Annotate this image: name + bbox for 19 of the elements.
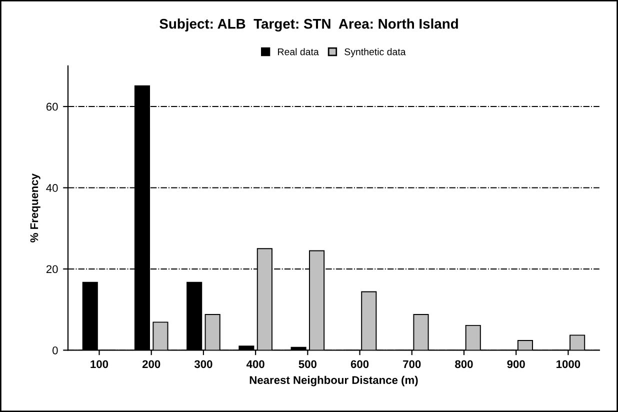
y-tick-label: 60: [46, 102, 58, 111]
x-tick-label: 800: [455, 360, 473, 368]
legend-label: Real data: [278, 48, 319, 56]
chart-title: Subject: ALB Target: STN Area: North Island: [160, 18, 458, 32]
x-tick-label: 500: [298, 360, 316, 368]
y-tick-label: 20: [46, 265, 58, 274]
x-axis-title: Nearest Neighbour Distance (m): [250, 376, 418, 386]
x-tick-label: 300: [194, 360, 212, 368]
x-tick-label: 900: [507, 360, 525, 368]
y-tick-label: 40: [46, 184, 58, 192]
x-tick-label: 600: [350, 360, 369, 368]
x-tick-label: 100: [90, 360, 108, 368]
x-tick-label: 1000: [556, 360, 580, 368]
x-tick-label: 400: [246, 360, 264, 368]
x-tick-label: 200: [142, 360, 160, 368]
x-tick-label: 700: [403, 360, 421, 368]
legend-label: Synthetic data: [344, 48, 406, 58]
y-tick-label: 0: [52, 346, 58, 354]
y-axis-title: % Frequency: [30, 174, 40, 242]
